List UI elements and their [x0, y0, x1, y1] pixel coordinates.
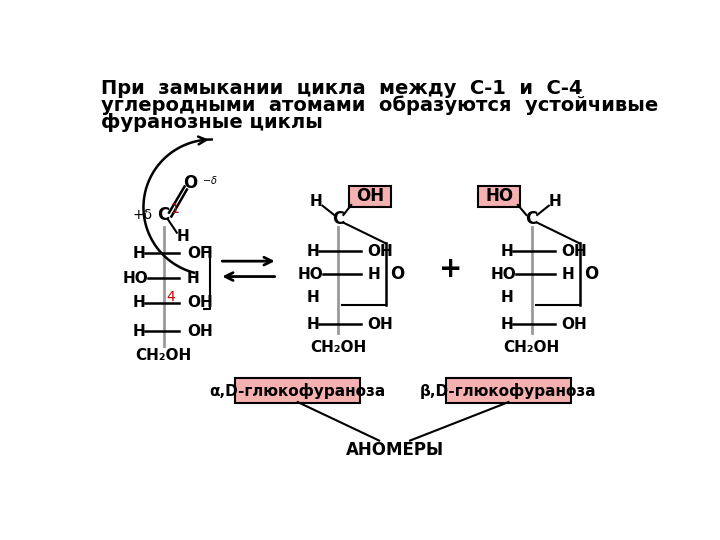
Text: CH₂OH: CH₂OH — [135, 348, 192, 363]
Text: OH: OH — [367, 317, 393, 332]
FancyBboxPatch shape — [478, 186, 520, 207]
Text: H: H — [500, 244, 513, 259]
Text: H: H — [132, 323, 145, 339]
Text: α,D-глюкофураноза: α,D-глюкофураноза — [210, 382, 386, 399]
Text: HO: HO — [491, 267, 517, 282]
Text: АНОМЕРЫ: АНОМЕРЫ — [346, 441, 444, 459]
Text: HO: HO — [297, 267, 323, 282]
Text: OH: OH — [187, 246, 212, 261]
Text: β,D-глюкофураноза: β,D-глюкофураноза — [420, 382, 597, 399]
Text: H: H — [310, 194, 323, 210]
Text: H: H — [187, 271, 199, 286]
Text: CH₂OH: CH₂OH — [503, 340, 560, 355]
Text: O: O — [184, 174, 198, 192]
Text: H: H — [500, 317, 513, 332]
Text: OH: OH — [561, 317, 587, 332]
Text: O: O — [390, 265, 404, 284]
FancyBboxPatch shape — [446, 378, 571, 403]
Text: C: C — [158, 206, 170, 224]
Text: HO: HO — [485, 187, 513, 206]
Text: фуранозные циклы: фуранозные циклы — [101, 112, 323, 132]
FancyBboxPatch shape — [235, 378, 361, 403]
Text: OH: OH — [561, 244, 587, 259]
Text: 4: 4 — [166, 289, 175, 303]
Text: H: H — [549, 194, 562, 210]
Text: +: + — [438, 255, 462, 283]
Text: При  замыкании  цикла  между  С-1  и  С-4: При замыкании цикла между С-1 и С-4 — [101, 79, 582, 98]
Text: H: H — [500, 290, 513, 305]
Text: H: H — [176, 229, 189, 244]
Text: H: H — [561, 267, 574, 282]
Text: H: H — [132, 246, 145, 261]
Text: H: H — [307, 290, 320, 305]
Text: $^{-δ}$: $^{-δ}$ — [202, 176, 217, 190]
Text: C: C — [332, 210, 344, 228]
Text: OH: OH — [367, 244, 393, 259]
Text: H: H — [367, 267, 380, 282]
FancyBboxPatch shape — [349, 186, 391, 207]
Text: углеродными  атомами  образуются  устойчивые: углеродными атомами образуются устойчивы… — [101, 96, 658, 115]
Text: HO: HO — [123, 271, 148, 286]
Text: H: H — [307, 317, 320, 332]
Text: +δ: +δ — [132, 208, 153, 222]
Text: H: H — [307, 244, 320, 259]
Text: OH: OH — [187, 295, 212, 310]
Text: 1: 1 — [171, 202, 179, 216]
Text: H: H — [132, 295, 145, 310]
Text: CH₂OH: CH₂OH — [310, 340, 366, 355]
Text: OH: OH — [356, 187, 384, 206]
Text: C: C — [526, 210, 538, 228]
Text: O: O — [584, 265, 598, 284]
Text: OH: OH — [187, 323, 212, 339]
